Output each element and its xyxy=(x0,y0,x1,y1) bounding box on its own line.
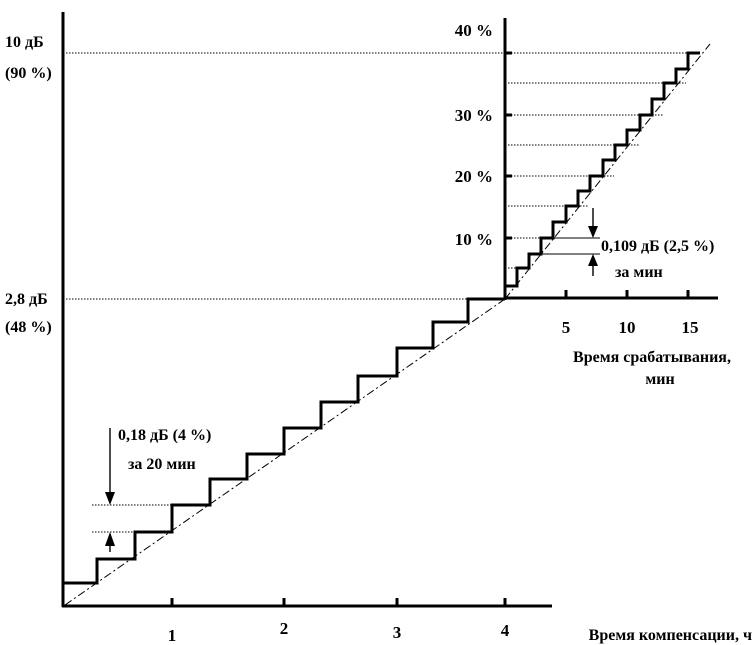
inset-step-annotation-line1: 0,109 дБ (2,5 %) xyxy=(601,238,714,255)
main-y-label-10db: 10 дБ xyxy=(5,34,44,51)
inset-x-tick-label-15: 15 xyxy=(682,318,699,337)
main-x-ticks xyxy=(170,598,507,606)
main-x-axis-title: Время компенсации, ч xyxy=(589,627,752,644)
main-step-annotation-line1: 0,18 дБ (4 %) xyxy=(118,427,211,444)
inset-y-tick-label-30: 30 % xyxy=(455,106,493,125)
main-step-arrows xyxy=(105,428,115,552)
inset-y-tick-label-40: 40 % xyxy=(455,21,493,40)
main-x-tick-label-3: 3 xyxy=(393,623,402,642)
main-step-annotation-line2: за 20 мин xyxy=(128,456,196,473)
inset-y-tick-label-20: 20 % xyxy=(455,167,493,186)
main-y-label-90pct: (90 %) xyxy=(5,65,52,82)
inset-step-arrows xyxy=(588,208,598,276)
inset-trend-line xyxy=(504,43,711,300)
inset-staircase xyxy=(503,51,700,299)
inset-x-tick-label-10: 10 xyxy=(619,318,636,337)
inset-x-ticks xyxy=(564,290,690,298)
inset-x-tick-label-5: 5 xyxy=(562,318,571,337)
inset-x-axis-title-line2: мин xyxy=(645,371,674,388)
main-y-label-48pct: (48 %) xyxy=(5,319,52,336)
inset-x-axis-title-line1: Время срабатывания, xyxy=(573,349,731,366)
inset-y-ticks xyxy=(505,51,512,240)
main-x-tick-label-4: 4 xyxy=(501,621,510,640)
main-x-tick-label-2: 2 xyxy=(280,619,289,638)
main-staircase xyxy=(63,297,505,585)
main-y-label-2-8db: 2,8 дБ xyxy=(5,291,48,308)
inset-step-annotation-line2: за мин xyxy=(615,264,663,281)
main-x-tick-label-1: 1 xyxy=(168,626,177,645)
inset-y-tick-label-10: 10 % xyxy=(455,230,493,249)
